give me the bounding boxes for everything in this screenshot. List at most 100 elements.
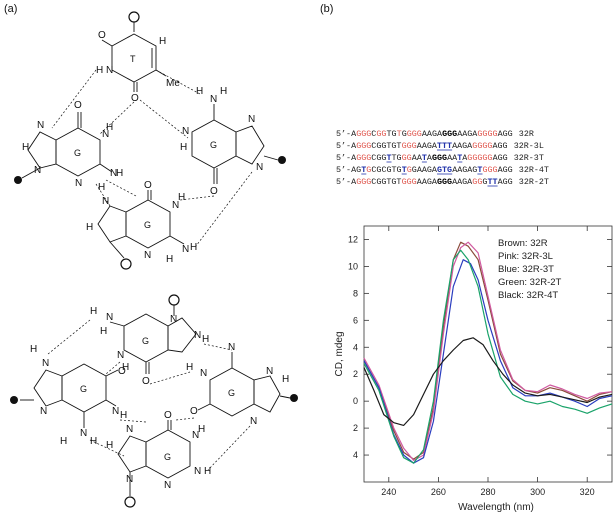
svg-text:N: N [144, 250, 151, 261]
svg-text:N: N [110, 168, 117, 179]
sequence-list: 5’- A GGG C GG TG T G GGG AAGA GGG AAGA GGGG AGG 32R5’… [336, 129, 549, 187]
base-letter-t: T [130, 54, 136, 64]
guanine-right: N H H N H O N N G [180, 86, 286, 197]
sequence-segment: GGGG [477, 129, 497, 139]
y-tick-label: 12 [348, 234, 358, 244]
svg-text:H: H [180, 142, 187, 153]
sequence-name: 32R [519, 129, 534, 139]
svg-text:N: N [40, 406, 47, 417]
sequence-segment: TG [392, 153, 402, 163]
sequence-segment: T [402, 165, 407, 175]
sequence-segment: AAGA [422, 129, 443, 139]
svg-text:H: H [220, 86, 227, 97]
sequence-segment: G [366, 165, 371, 175]
y-tick-label: 10 [348, 261, 358, 271]
y-tick-label: 4 [353, 342, 358, 352]
sequence-segment: GGGGG [467, 153, 492, 163]
sequence-segment: T [457, 153, 462, 163]
sequence-segment: GG [376, 129, 386, 139]
svg-text:N: N [192, 430, 199, 441]
svg-text:H: H [106, 440, 113, 451]
sequence-segment: C [371, 129, 376, 139]
sequence-segment: AAGA [452, 141, 473, 151]
sequence-segment: CGCGTG [371, 165, 401, 175]
sequence-segment: T [361, 165, 366, 175]
svg-text:H: H [186, 362, 193, 373]
svg-text:N: N [80, 428, 87, 439]
series-line-32r-2t [363, 249, 613, 464]
svg-text:N: N [117, 350, 124, 361]
sequence-segment: 5’- [336, 129, 351, 139]
sequence-segment: GGG [402, 177, 417, 187]
svg-text:O: O [210, 186, 218, 197]
series-line-32r [363, 241, 613, 460]
sequence-segment: G [407, 165, 412, 175]
svg-text:N: N [266, 366, 273, 377]
svg-text:N: N [106, 65, 113, 76]
svg-text:G: G [210, 140, 217, 150]
svg-text:N: N [200, 368, 207, 379]
svg-text:G: G [144, 220, 151, 230]
sequence-segment: AAGA [452, 177, 473, 187]
sequence-segment: T [422, 153, 427, 163]
x-tick-label: 240 [381, 487, 396, 497]
sequence-segment: AG [351, 165, 361, 175]
legend-entry: Blue: 32R-3T [498, 264, 554, 275]
y-tick-label: 6 [353, 315, 358, 325]
svg-text:N: N [75, 178, 82, 189]
svg-text:N: N [164, 480, 171, 491]
svg-text:O: O [190, 406, 198, 417]
svg-text:O: O [144, 180, 152, 191]
sequence-segment: AAGAG [452, 165, 477, 175]
svg-text:H: H [22, 142, 29, 153]
sequence-segment: 5’- [336, 177, 351, 187]
sequence-segment: GG [402, 153, 412, 163]
svg-text:H: H [198, 424, 205, 435]
sequence-segment: AGG [498, 165, 513, 175]
sequence-segment: GGG [356, 153, 371, 163]
svg-text:H: H [90, 436, 97, 447]
sequence-segment: A [351, 129, 357, 139]
svg-text:H: H [30, 344, 37, 355]
guanine-left-2: N H N O N H N H H G [10, 344, 127, 447]
svg-text:N: N [250, 416, 257, 427]
svg-text:H: H [96, 65, 103, 76]
svg-text:O: O [164, 410, 172, 421]
sequence-segment: A [351, 153, 357, 163]
y-tick-label: 4 [353, 450, 358, 460]
sequence-segment: GGG [407, 129, 422, 139]
svg-text:O: O [98, 30, 106, 41]
y-tick-label: 0 [353, 396, 358, 406]
sequence-segment: AGG [498, 177, 513, 187]
sequence-segment: GGG [356, 141, 371, 151]
sequence-segment: GGG [437, 177, 452, 187]
series-line-32r-4t [363, 337, 613, 426]
sequence-segment: GTG [437, 165, 452, 175]
sequence-segment: AAGA [417, 141, 438, 151]
svg-text:O: O [131, 93, 139, 104]
sugar-filled-circle [278, 156, 286, 164]
guanine-bottom: O N H N H N N H H G [86, 180, 197, 270]
legend-entry: Black: 32R-4T [498, 290, 558, 301]
guanine-left: O N H N N H N N H H G [14, 100, 123, 193]
series-line-32r-3l [363, 241, 613, 461]
sugar-filled-circle [10, 396, 18, 404]
panel-label-b: (b) [320, 3, 333, 15]
sequence-row: 5’- A GGG C GG TG T G GGG AAGA GGG AAGA GGGG AGG 32R [336, 129, 534, 139]
guanine-top: N N H N H H N H O G [90, 294, 209, 387]
sequence-segment: T [387, 153, 392, 163]
panel-label-a: (a) [4, 3, 17, 15]
svg-text:N: N [248, 114, 255, 125]
sequence-segment: T [397, 129, 402, 139]
svg-text:N: N [194, 466, 201, 477]
sequence-segment: AAGA [457, 129, 478, 139]
sequence-segment: AGG [493, 153, 508, 163]
legend-entry: Pink: 32R-3L [498, 251, 553, 262]
sequence-name: 32R-4T [519, 165, 549, 175]
svg-text:N: N [256, 162, 263, 173]
sugar-open-circle [168, 294, 180, 306]
sequence-segment: CGG [371, 153, 386, 163]
svg-text:H: H [122, 362, 129, 373]
sequence-segment: GGG [483, 165, 498, 175]
sequence-segment: AAGA [417, 177, 438, 187]
